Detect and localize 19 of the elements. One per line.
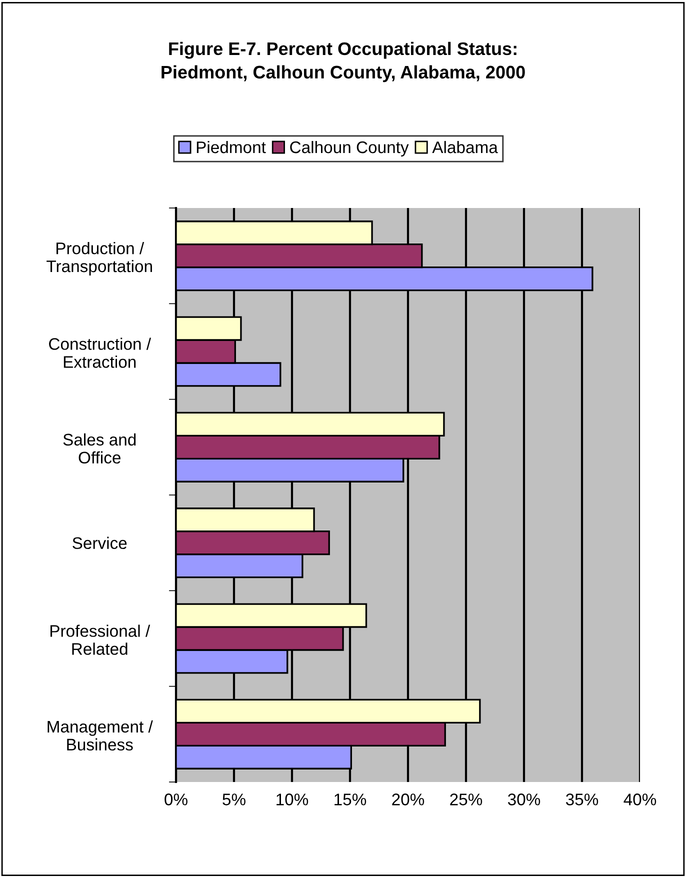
y-tick-label: Management / Business bbox=[48, 720, 153, 751]
x-tick-label: 25% bbox=[450, 794, 482, 806]
chart-title: Figure E-7. Percent Occupational Status: Piedmont, Calhoun County, Alabama, 2000 bbox=[162, 42, 525, 82]
y-tick-label: Production / Transportation bbox=[46, 242, 152, 276]
x-tick-label: 5% bbox=[222, 794, 246, 806]
x-tick-label: 20% bbox=[392, 794, 424, 806]
legend-label: Calhoun County bbox=[290, 140, 409, 157]
x-tick-label: 10% bbox=[276, 794, 308, 806]
y-tick-label: Professional / Related bbox=[50, 624, 150, 655]
y-tick-label: Sales and Office bbox=[63, 433, 136, 464]
y-tick-label: Construction / Extraction bbox=[49, 338, 152, 368]
legend-label: Alabama bbox=[432, 140, 498, 154]
y-tick-label: Service bbox=[72, 536, 127, 550]
x-tick-label: 0% bbox=[164, 794, 188, 806]
legend-label: Piedmont bbox=[196, 140, 266, 154]
x-tick-label: 35% bbox=[566, 794, 598, 806]
x-tick-label: 30% bbox=[508, 794, 540, 806]
x-tick-label: 15% bbox=[334, 794, 366, 806]
x-tick-label: 40% bbox=[624, 794, 656, 806]
